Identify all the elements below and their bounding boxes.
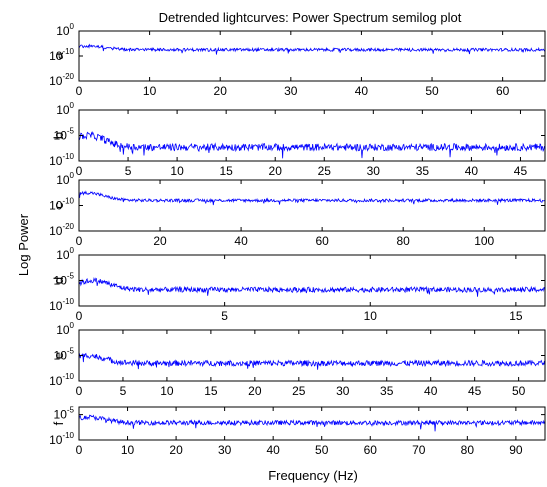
panel-label-b: b (51, 132, 66, 139)
y-tick-label-d-2: 10-10 (49, 297, 74, 313)
panel-a: 0 10 20 30 40 50 60 100 10-10 10-20 a (49, 22, 546, 98)
x-tick-label-a-0: 0 (76, 84, 83, 98)
y-tick-label-c-0: 100 (56, 171, 74, 187)
x-tick-label-b-1: 5 (125, 164, 132, 178)
y-tick-label-f-1: 10-10 (49, 431, 74, 447)
series-line-c (79, 190, 545, 206)
x-tick-label-b-4: 20 (269, 164, 283, 178)
x-tick-label-a-3: 30 (284, 84, 298, 98)
y-tick-label-c-1: 10-10 (49, 197, 74, 213)
figure-title: Detrended lightcurves: Power Spectrum se… (159, 10, 462, 25)
x-tick-label-e-7: 35 (380, 384, 394, 398)
x-tick-label-f-6: 60 (364, 443, 378, 457)
y-tick-label-d-0: 100 (56, 246, 74, 262)
x-tick-label-f-9: 90 (509, 443, 523, 457)
x-tick-label-d-2: 10 (364, 309, 378, 323)
x-tick-label-e-6: 30 (336, 384, 350, 398)
x-tick-label-e-2: 10 (160, 384, 174, 398)
x-tick-label-b-9: 45 (514, 164, 528, 178)
x-tick-label-f-0: 0 (76, 443, 83, 457)
panel-frame-d (78, 254, 546, 307)
y-tick-label-d-1: 10-5 (54, 272, 75, 288)
panel-frame-c (78, 179, 546, 232)
x-tick-label-e-9: 45 (468, 384, 482, 398)
x-tick-label-c-1: 20 (153, 234, 167, 248)
x-tick-label-b-6: 30 (367, 164, 381, 178)
panel-d: 0 5 10 15 100 10-5 10-10 d (49, 246, 546, 323)
x-tick-label-c-3: 60 (315, 234, 329, 248)
x-tick-label-f-7: 70 (412, 443, 426, 457)
x-tick-label-e-0: 0 (76, 384, 83, 398)
y-tick-label-e-1: 10-5 (54, 347, 75, 363)
y-tick-label-c-2: 10-20 (49, 222, 74, 238)
y-tick-label-f-0: 10-5 (54, 406, 75, 422)
x-tick-label-a-4: 40 (355, 84, 369, 98)
y-tick-label-a-1: 10-10 (49, 47, 74, 63)
x-tick-label-c-5: 100 (474, 234, 494, 248)
x-tick-label-c-0: 0 (76, 234, 83, 248)
panel-label-a: a (51, 52, 66, 60)
x-tick-label-c-2: 40 (234, 234, 248, 248)
y-tick-label-e-0: 100 (56, 321, 74, 337)
x-tick-label-e-5: 25 (292, 384, 306, 398)
x-axis-label: Frequency (Hz) (268, 468, 358, 483)
x-tick-label-e-10: 50 (512, 384, 526, 398)
series-line-e (79, 352, 545, 370)
x-tick-label-a-5: 50 (425, 84, 439, 98)
panel-b: 0 5 10 15 20 25 30 35 40 45 100 10-5 10-10 b (49, 101, 546, 178)
x-tick-label-f-1: 10 (121, 443, 135, 457)
x-tick-label-d-0: 0 (76, 309, 83, 323)
y-tick-label-b-1: 10-5 (54, 127, 75, 143)
x-tick-label-b-3: 15 (219, 164, 233, 178)
x-tick-label-f-3: 30 (218, 443, 232, 457)
panel-label-c: c (51, 202, 66, 209)
x-tick-label-b-2: 10 (170, 164, 184, 178)
y-tick-label-a-0: 100 (56, 22, 74, 38)
panel-frame-f (78, 406, 546, 441)
x-tick-label-f-4: 40 (266, 443, 280, 457)
x-tick-label-a-1: 10 (143, 84, 157, 98)
x-tick-label-d-3: 15 (509, 309, 523, 323)
x-tick-label-b-8: 40 (465, 164, 479, 178)
series-line-d (79, 277, 545, 297)
x-tick-label-e-4: 20 (248, 384, 262, 398)
x-tick-label-b-0: 0 (76, 164, 83, 178)
x-tick-label-e-8: 40 (424, 384, 438, 398)
panel-frame-b (78, 109, 546, 162)
x-tick-label-f-8: 80 (461, 443, 475, 457)
series-line-b (79, 131, 545, 159)
x-tick-label-f-2: 20 (169, 443, 183, 457)
x-tick-label-e-3: 15 (204, 384, 218, 398)
panel-label-e: e (51, 352, 66, 359)
panel-label-d: d (51, 277, 66, 284)
x-tick-label-f-5: 50 (315, 443, 329, 457)
x-tick-label-c-4: 80 (396, 234, 410, 248)
x-tick-label-b-7: 35 (416, 164, 430, 178)
panel-e: 0 5 10 15 20 25 30 35 40 45 50 100 10-5 10-10 e (49, 321, 546, 398)
x-tick-label-b-5: 25 (318, 164, 332, 178)
x-tick-label-a-6: 60 (496, 84, 510, 98)
series-line-f (79, 414, 545, 432)
series-line-a (79, 43, 545, 55)
x-tick-label-e-1: 5 (120, 384, 127, 398)
x-tick-label-a-2: 20 (214, 84, 228, 98)
panel-c: 0 20 40 60 80 100 100 10-10 10-20 c (49, 171, 546, 248)
y-tick-label-b-0: 100 (56, 101, 74, 117)
panel-frame-e (78, 329, 546, 382)
y-axis-label: Log Power (16, 213, 31, 276)
y-tick-label-a-2: 10-20 (49, 72, 74, 88)
x-tick-label-d-1: 5 (221, 309, 228, 323)
panel-f: 0 10 20 30 40 50 60 70 80 90 10-5 10-10 f (49, 406, 546, 457)
panel-label-f: f (51, 421, 66, 425)
y-tick-label-b-2: 10-10 (49, 152, 74, 168)
y-tick-label-e-2: 10-10 (49, 372, 74, 388)
panel-frame-a (78, 30, 546, 82)
